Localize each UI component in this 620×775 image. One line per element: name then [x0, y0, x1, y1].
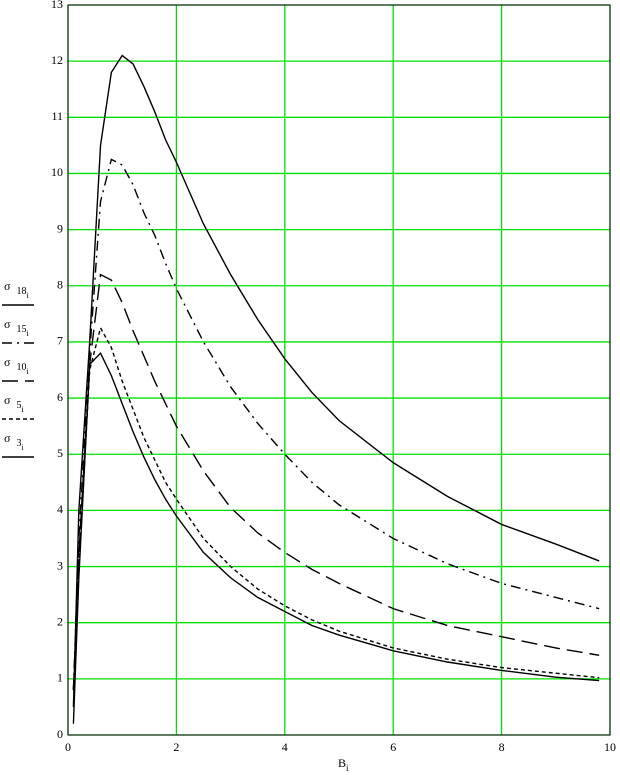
legend-subscript: 15 [16, 324, 26, 335]
legend-index: i [21, 443, 24, 452]
y-tick-label: 10 [51, 165, 63, 179]
legend-subscript: 10 [16, 362, 26, 373]
x-label-index: i [346, 763, 349, 773]
y-tick-label: 5 [57, 446, 63, 460]
y-tick-label: 3 [57, 558, 63, 572]
series-line [72, 326, 600, 691]
y-tick-label: 7 [57, 334, 63, 348]
legend-name: σ [4, 279, 11, 293]
legend-name: σ [4, 317, 11, 331]
legend-label: σ 5i [4, 393, 24, 414]
series-line [72, 54, 600, 707]
legend-label: σ 15i [4, 317, 29, 338]
y-tick-label: 11 [51, 109, 63, 123]
series-line [72, 158, 600, 691]
x-tick-label: 0 [65, 740, 71, 754]
legend-name: σ [4, 355, 11, 369]
x-tick-label: 10 [604, 740, 616, 754]
x-tick-label: 2 [173, 740, 179, 754]
x-axis-label: Bi [338, 756, 349, 773]
legend-subscript: 18 [16, 286, 26, 297]
legend-subscript: 3 [16, 438, 21, 449]
legend-name: σ [4, 393, 11, 407]
y-tick-label: 9 [57, 221, 63, 235]
y-tick-label: 13 [51, 0, 63, 11]
legend-subscript: 5 [16, 400, 21, 411]
legend-index: i [21, 405, 24, 414]
x-label-main: B [338, 756, 346, 770]
legend-label: σ 10i [4, 355, 29, 376]
plot-frame [67, 4, 611, 736]
legend-label: σ 18i [4, 279, 29, 300]
legend-label: σ 3i [4, 431, 24, 452]
y-tick-label: 2 [57, 614, 63, 628]
y-tick-label: 6 [57, 390, 63, 404]
legend-index: i [26, 291, 29, 300]
x-tick-label: 6 [390, 740, 396, 754]
y-tick-label: 4 [57, 502, 63, 516]
legend-index: i [26, 329, 29, 338]
series-line [72, 351, 600, 724]
y-tick-label: 0 [57, 727, 63, 741]
y-tick-label: 8 [57, 278, 63, 292]
legend-name: σ [4, 431, 11, 445]
series-line [72, 273, 600, 691]
x-tick-label: 4 [282, 740, 288, 754]
x-tick-label: 8 [499, 740, 505, 754]
y-tick-label: 12 [51, 53, 63, 67]
y-tick-label: 1 [57, 671, 63, 685]
legend-index: i [26, 367, 29, 376]
